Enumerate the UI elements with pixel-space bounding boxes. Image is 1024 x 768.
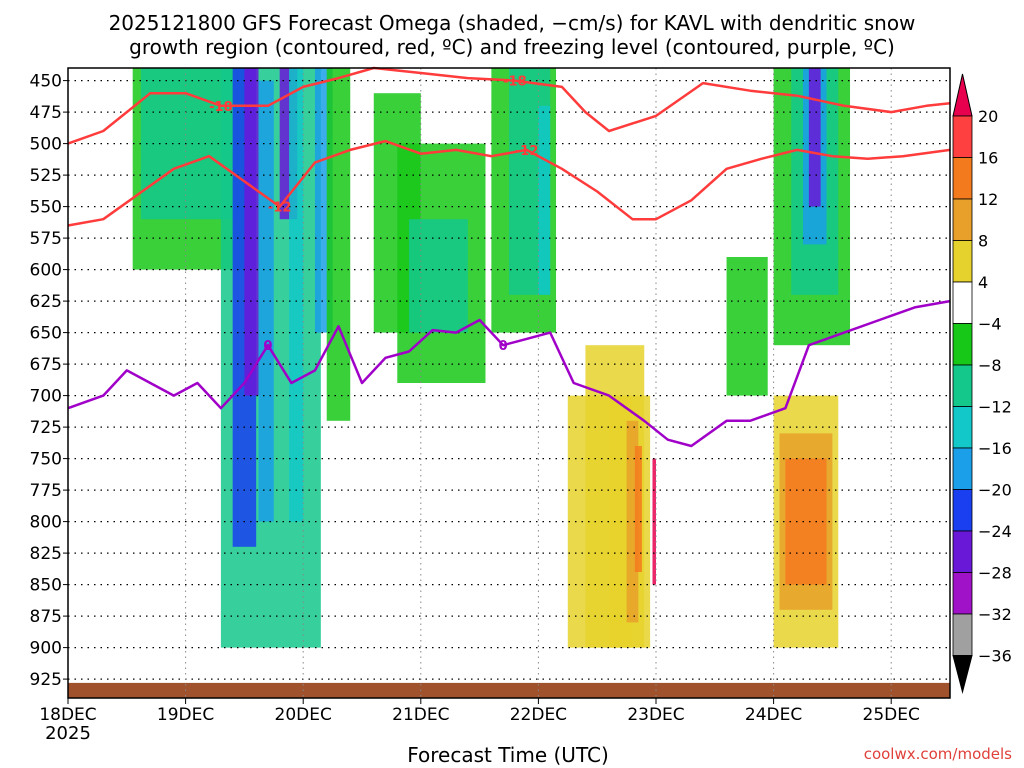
omega-region-26 <box>808 68 821 207</box>
contour-label-2-1: 0 <box>499 339 508 354</box>
y-tick-label-750: 750 <box>30 450 62 470</box>
contour-label-0-1: -18 <box>503 75 527 90</box>
x-tick-label-19DEC: 19DEC <box>157 705 214 725</box>
colorbar: 20 16 12 8 4 −4 −8 −12 −16 −20 −24 −28 −32 −36 <box>952 73 1012 694</box>
y-tick-label-575: 575 <box>30 229 62 249</box>
omega-region-22 <box>726 257 768 396</box>
y-tick-label-875: 875 <box>30 607 62 627</box>
y-tick-label-900: 900 <box>30 639 62 659</box>
x-tick-label-23DEC: 23DEC <box>627 705 684 725</box>
x-year-label: 2025 <box>45 723 91 744</box>
colorbar-swatch-11 <box>952 572 973 615</box>
pressure-axis: 450 475 500 525 550 575 600 625 650 675 700 725 750 7… <box>30 72 68 690</box>
y-tick-label-850: 850 <box>30 576 62 596</box>
contour-lines: -18 -18 -12 -12 0 0 <box>67 66 951 448</box>
contour-label-1-0: -12 <box>268 201 292 216</box>
contour-line-0 <box>67 66 951 145</box>
colorbar-swatch-2 <box>952 198 973 241</box>
y-tick-label-525: 525 <box>30 166 62 186</box>
colorbar-swatch-9 <box>952 489 973 532</box>
colorbar-swatch-12 <box>952 613 973 656</box>
colorbar-label-1: 16 <box>978 149 998 168</box>
colorbar-label-8: −16 <box>978 439 1012 458</box>
omega-region-29 <box>785 458 827 585</box>
colorbar-label-9: −20 <box>978 481 1012 500</box>
plot-frame <box>67 67 951 699</box>
x-tick-label-24DEC: 24DEC <box>745 705 802 725</box>
colorbar-bottom-triangle <box>952 655 973 694</box>
x-tick-label-22DEC: 22DEC <box>510 705 567 725</box>
y-tick-label-650: 650 <box>30 324 62 344</box>
omega-region-7 <box>289 68 304 522</box>
chart-title-line-1: 2025121800 GFS Forecast Omega (shaded, −… <box>109 11 916 35</box>
omega-region-20 <box>634 446 642 572</box>
x-tick-label-20DEC: 20DEC <box>275 705 332 725</box>
y-tick-label-675: 675 <box>30 355 62 375</box>
colorbar-swatch-8 <box>952 447 973 490</box>
omega-region-19 <box>626 420 639 623</box>
colorbar-swatch-3 <box>952 240 973 283</box>
y-tick-label-500: 500 <box>30 135 62 155</box>
y-tick-label-775: 775 <box>30 481 62 501</box>
colorbar-swatch-5 <box>952 323 973 366</box>
omega-region-15 <box>538 105 551 295</box>
colorbar-top-triangle <box>952 73 973 117</box>
colorbar-label-11: −28 <box>978 564 1012 583</box>
colorbar-swatch-7 <box>952 406 973 449</box>
colorbar-label-0: 20 <box>978 107 998 126</box>
y-tick-label-475: 475 <box>30 103 62 123</box>
omega-region-5 <box>258 80 274 522</box>
x-axis-label: Forecast Time (UTC) <box>407 743 609 767</box>
chart-title-line-2: growth region (contoured, red, ºC) and f… <box>129 35 895 59</box>
terrain-surface <box>68 682 950 698</box>
plot-gridlines <box>67 68 950 698</box>
contour-line-2 <box>67 299 951 448</box>
time-axis: 18DEC 19DEC 20DEC 21DEC 22DEC 23DEC 24DEC 25DEC <box>39 698 920 725</box>
y-tick-label-800: 800 <box>30 513 62 533</box>
contour-line-1 <box>67 139 951 227</box>
contour-label-1-1: -12 <box>515 144 539 159</box>
colorbar-label-6: −8 <box>978 356 1002 375</box>
omega-region-12 <box>409 219 468 333</box>
colorbar-swatch-0 <box>952 115 973 158</box>
omega-region-9 <box>326 68 351 421</box>
omega-region-4 <box>244 68 259 396</box>
y-tick-label-450: 450 <box>30 72 62 92</box>
y-tick-label-725: 725 <box>30 418 62 438</box>
contour-label-2-0: 0 <box>263 339 272 354</box>
x-tick-label-21DEC: 21DEC <box>392 705 449 725</box>
colorbar-label-4: 4 <box>978 273 988 292</box>
omega-shading <box>68 68 950 698</box>
x-tick-label-18DEC: 18DEC <box>39 705 96 725</box>
y-tick-label-825: 825 <box>30 544 62 564</box>
colorbar-swatch-10 <box>952 530 973 573</box>
colorbar-label-7: −12 <box>978 398 1012 417</box>
y-tick-label-550: 550 <box>30 198 62 218</box>
colorbar-swatch-1 <box>952 157 973 200</box>
colorbar-swatch-4 <box>952 281 973 324</box>
colorbar-label-5: −4 <box>978 315 1002 334</box>
y-tick-label-625: 625 <box>30 292 62 312</box>
colorbar-swatch-6 <box>952 364 973 407</box>
y-tick-label-600: 600 <box>30 261 62 281</box>
colorbar-label-12: −32 <box>978 605 1012 624</box>
colorbar-label-10: −24 <box>978 522 1012 541</box>
colorbar-label-3: 8 <box>978 232 988 251</box>
y-tick-label-925: 925 <box>30 670 62 690</box>
x-tick-label-25DEC: 25DEC <box>863 705 920 725</box>
colorbar-label-2: 12 <box>978 190 998 209</box>
y-tick-label-700: 700 <box>30 387 62 407</box>
colorbar-label-13: −36 <box>978 647 1012 666</box>
contour-label-0-0: -18 <box>209 100 233 115</box>
site-credit[interactable]: coolwx.com/models <box>864 745 1012 763</box>
